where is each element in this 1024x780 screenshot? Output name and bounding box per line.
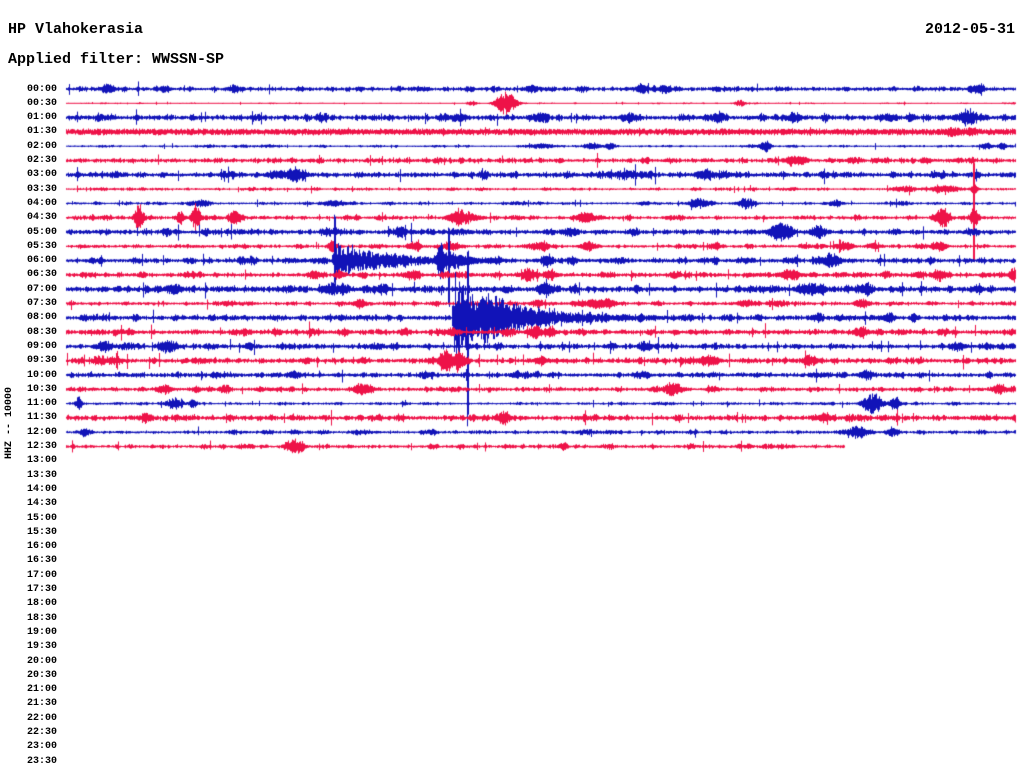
- helicorder-traces: [0, 0, 1024, 780]
- helicorder-page: HP Vlahokerasia 2012-05-31 Applied filte…: [0, 0, 1024, 780]
